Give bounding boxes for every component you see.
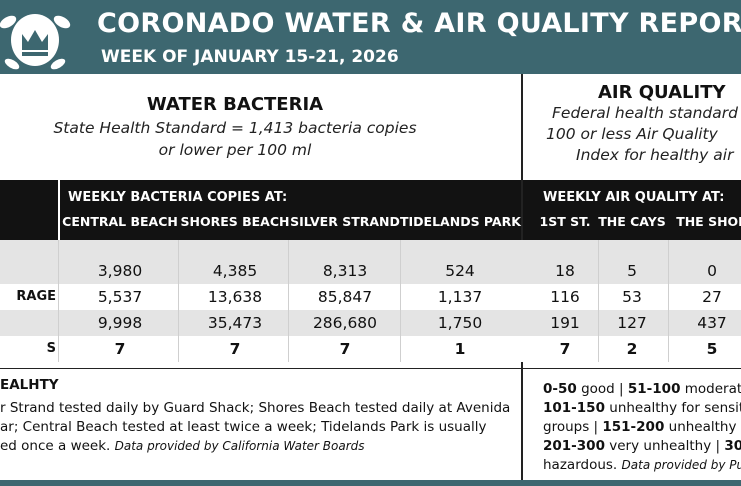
column-header: SILVER STRAND (290, 214, 400, 229)
row-background (0, 240, 741, 258)
footer-text: hazardous. (543, 457, 622, 473)
footer-text: Data provided by Purpl (621, 458, 741, 472)
band-divider (58, 180, 60, 240)
column-header: SHORES BEACH (180, 214, 290, 229)
cell-divider (400, 240, 401, 362)
air-cell: 7 (559, 340, 571, 358)
footer-text: unhealthy | (664, 419, 741, 435)
air-footer-line: 101-150 unhealthy for sensitive (543, 400, 741, 416)
air-cell: 5 (627, 262, 637, 280)
air-cell: 5 (706, 340, 718, 358)
air-standard: Federal health standard (552, 104, 738, 122)
footer-text: r Strand tested daily by Guard Shack; Sh… (0, 400, 511, 416)
air-cell: 191 (550, 314, 580, 332)
water-cell: 1,750 (437, 314, 483, 332)
footer-text: 101-150 (543, 400, 605, 416)
water-cell: 7 (339, 340, 351, 358)
air-footer-line: groups | 151-200 unhealthy | (543, 419, 741, 435)
water-cell: 85,847 (317, 288, 373, 306)
water-standard: State Health Standard = 1,413 bacteria c… (53, 119, 417, 137)
footer-text: unhealthy for sensitive (609, 400, 741, 416)
air-cell: 18 (555, 262, 575, 280)
footer-text: ar; Central Beach tested at least twice … (0, 419, 487, 435)
air-cell: 437 (697, 314, 727, 332)
water-footer-line: ed once a week. Data provided by Califor… (0, 438, 365, 454)
water-cell: 5,537 (97, 288, 143, 306)
cell-divider (598, 240, 599, 362)
water-cell: 524 (445, 262, 475, 280)
row-label: RAGE (16, 289, 56, 304)
cell-divider (668, 240, 669, 362)
footer-text: groups | (543, 419, 603, 435)
footer-text: very unhealthy | (604, 438, 725, 454)
water-cell: 1,137 (437, 288, 483, 306)
footer-text: moderate (684, 381, 741, 397)
water-cell: 286,680 (312, 314, 378, 332)
air-footer-line: 201-300 very unhealthy | 301+ (543, 438, 741, 454)
header: CORONADO WATER & AIR QUALITY REPORT WEEK … (0, 0, 741, 74)
footer-text: 151-200 (602, 419, 665, 435)
water-heading: WATER BACTERIA (146, 94, 324, 115)
row-background (0, 284, 741, 310)
water-footer-line: ar; Central Beach tested at least twice … (0, 419, 486, 435)
subtitle: WEEK OF JANUARY 15-21, 2026 (101, 47, 399, 67)
air-standard: 100 or less Air Quality (546, 125, 718, 143)
cell-divider (58, 240, 59, 362)
footer-text: 201-300 (543, 438, 605, 454)
row-label: S (46, 341, 56, 356)
air-cell: 0 (707, 262, 717, 280)
air-footer-line: 0-50 good | 51-100 moderate (543, 381, 741, 397)
footer-text: Data provided by California Water Boards (114, 439, 365, 453)
footer-text: good | (576, 381, 628, 397)
column-header: 1ST ST. (539, 214, 591, 229)
row-background (0, 336, 741, 362)
footer-text: 0-50 (543, 381, 577, 397)
table-header-band (0, 180, 741, 240)
footer-rule (0, 368, 741, 369)
column-header: TIDELANDS PARK (400, 214, 521, 229)
column-header: THE CAYS (598, 214, 666, 229)
air-footer-line: hazardous. Data provided by Purpl (543, 457, 741, 473)
air-cell: 116 (550, 288, 580, 306)
water-cell: 4,385 (212, 262, 258, 280)
water-footer-heading: EALHTY (0, 377, 59, 393)
water-cell: 13,638 (207, 288, 263, 306)
footer-text: 51-100 (627, 381, 681, 397)
air-cell: 27 (702, 288, 722, 306)
footer-text: ed once a week. (0, 438, 115, 454)
air-cell: 53 (622, 288, 642, 306)
air-heading: AIR QUALITY (598, 82, 726, 103)
row-background (0, 258, 741, 284)
column-header: CENTRAL BEACH (62, 214, 178, 229)
row-background (0, 310, 741, 336)
air-table-header: WEEKLY AIR QUALITY AT: (543, 190, 725, 205)
air-standard: Index for healthy air (576, 146, 734, 164)
bottom-border (0, 480, 741, 486)
turtle-logo (0, 14, 71, 70)
water-cell: 9,998 (97, 314, 143, 332)
water-cell: 35,473 (207, 314, 263, 332)
cell-divider (178, 240, 179, 362)
air-cell: 2 (626, 340, 638, 358)
footer-text: 301+ (724, 438, 741, 454)
column-header: THE SHOR (676, 214, 741, 229)
water-cell: 7 (229, 340, 241, 358)
air-cell: 127 (617, 314, 647, 332)
water-footer-line: r Strand tested daily by Guard Shack; Sh… (0, 400, 510, 416)
water-standard: or lower per 100 ml (158, 141, 312, 159)
water-cell: 1 (454, 340, 466, 358)
water-table-header: WEEKLY BACTERIA COPIES AT: (68, 190, 288, 205)
title: CORONADO WATER & AIR QUALITY REPORT (97, 8, 741, 39)
cell-divider (288, 240, 289, 362)
water-cell: 8,313 (322, 262, 368, 280)
water-cell: 3,980 (97, 262, 143, 280)
water-cell: 7 (114, 340, 126, 358)
